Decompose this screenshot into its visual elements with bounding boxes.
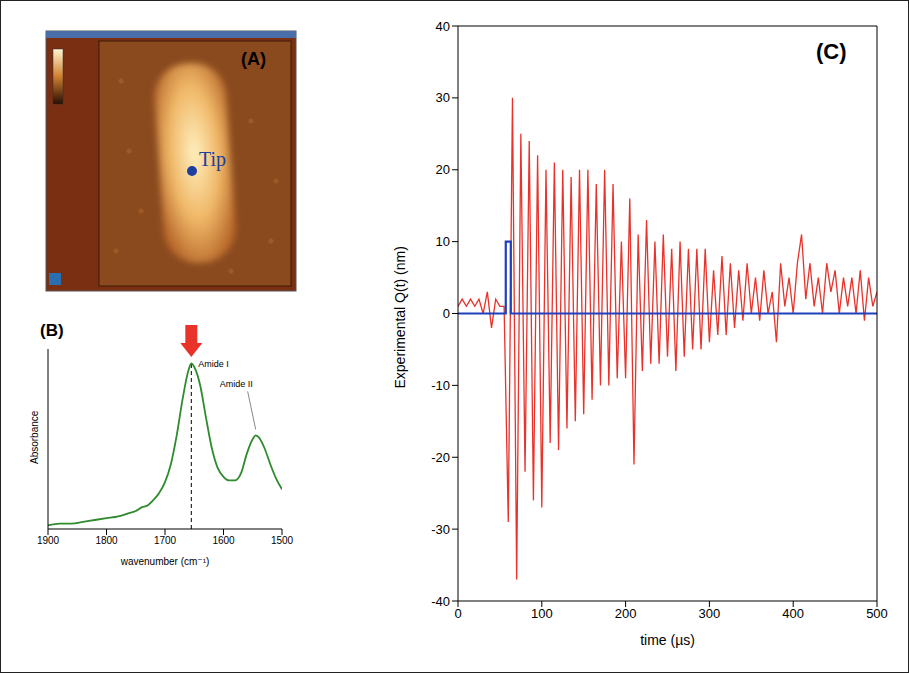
svg-text:0: 0 <box>454 606 461 621</box>
svg-text:1800: 1800 <box>95 535 118 546</box>
svg-text:wavenumber (cm⁻¹): wavenumber (cm⁻¹) <box>120 556 210 567</box>
svg-text:30: 30 <box>436 90 450 105</box>
svg-text:20: 20 <box>436 162 450 177</box>
svg-text:10: 10 <box>436 234 450 249</box>
svg-text:200: 200 <box>615 606 637 621</box>
svg-text:Tip: Tip <box>199 148 226 171</box>
svg-text:Experimental Q(t) (nm): Experimental Q(t) (nm) <box>392 246 408 388</box>
svg-text:500: 500 <box>866 606 888 621</box>
svg-text:1900: 1900 <box>37 535 60 546</box>
svg-text:Amide II: Amide II <box>220 379 253 389</box>
svg-text:Absorbance: Absorbance <box>29 410 40 464</box>
svg-text:-20: -20 <box>431 450 450 465</box>
svg-text:1700: 1700 <box>154 535 177 546</box>
svg-text:300: 300 <box>699 606 721 621</box>
svg-text:400: 400 <box>782 606 804 621</box>
svg-text:40: 40 <box>436 19 450 34</box>
svg-text:-10: -10 <box>431 378 450 393</box>
svg-text:-40: -40 <box>431 594 450 609</box>
svg-text:-30: -30 <box>431 522 450 537</box>
svg-text:(A): (A) <box>241 49 266 69</box>
html-text:(B): (B) <box>40 321 64 340</box>
svg-text:time (µs): time (µs) <box>640 632 695 648</box>
svg-text:1600: 1600 <box>212 535 235 546</box>
html-text:(C): (C) <box>816 39 847 64</box>
svg-text:Amide I: Amide I <box>198 359 229 369</box>
svg-text:0: 0 <box>443 306 450 321</box>
svg-text:1500: 1500 <box>271 535 294 546</box>
svg-text:100: 100 <box>531 606 553 621</box>
